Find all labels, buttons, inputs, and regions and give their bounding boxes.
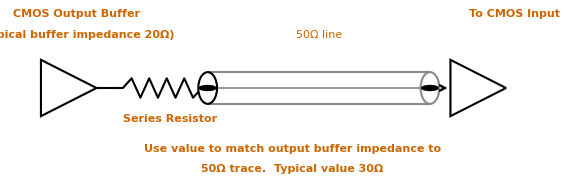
Text: 50Ω line: 50Ω line	[295, 30, 342, 40]
Text: 50Ω trace.  Typical value 30Ω: 50Ω trace. Typical value 30Ω	[201, 164, 384, 174]
Text: (Typical buffer impedance 20Ω): (Typical buffer impedance 20Ω)	[0, 30, 174, 40]
Text: Series Resistor: Series Resistor	[123, 114, 216, 124]
Ellipse shape	[198, 72, 217, 104]
Text: Use value to match output buffer impedance to: Use value to match output buffer impedan…	[144, 144, 441, 154]
Text: To CMOS Input: To CMOS Input	[469, 9, 560, 19]
Circle shape	[199, 86, 216, 90]
Ellipse shape	[421, 72, 439, 104]
Circle shape	[422, 86, 438, 90]
Text: CMOS Output Buffer: CMOS Output Buffer	[12, 9, 140, 19]
